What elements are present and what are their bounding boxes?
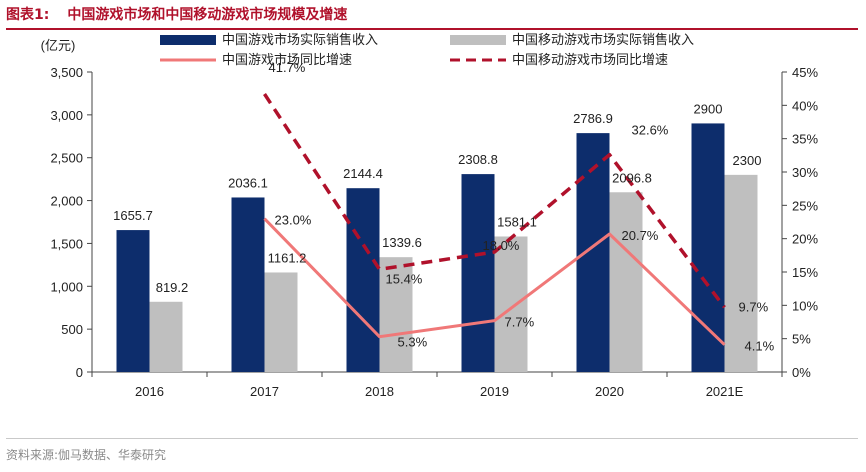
y-tick-label-left: 3,500 xyxy=(50,65,83,80)
bar-value-label: 2036.1 xyxy=(228,175,268,190)
x-tick-label: 2021E xyxy=(706,384,744,399)
bar-value-label: 2308.8 xyxy=(458,152,498,167)
line-value-label: 32.6% xyxy=(632,123,669,138)
bar-value-label: 1161.2 xyxy=(268,250,307,265)
line-value-label: 7.7% xyxy=(505,315,535,330)
y-tick-label-right: 25% xyxy=(792,198,818,213)
legend-label: 中国游戏市场同比增速 xyxy=(222,52,352,67)
y-tick-label-right: 20% xyxy=(792,232,818,247)
bar-value-label: 2144.4 xyxy=(343,166,383,181)
y-tick-label-right: 0% xyxy=(792,365,811,380)
x-tick-label: 2016 xyxy=(135,384,164,399)
y-tick-label-right: 5% xyxy=(792,332,811,347)
series-line-mobile-growth xyxy=(263,93,726,309)
bar xyxy=(724,174,758,372)
figure-title-text: 中国游戏市场和中国移动游戏市场规模及增速 xyxy=(67,7,348,23)
source-note: 资料来源:伽马数据、华泰研究 xyxy=(6,448,167,462)
y-tick-label-right: 45% xyxy=(792,65,818,80)
line-value-label: 4.1% xyxy=(745,339,775,354)
y-axis-unit-label: (亿元) xyxy=(41,38,76,53)
bar-value-label: 2096.8 xyxy=(612,170,652,185)
bar xyxy=(461,174,495,372)
line-value-label: 20.7% xyxy=(622,228,659,243)
market-chart: 0 500 1,000 1,500 2,000 2,500 3,000 3,500 0% 5% 10… xyxy=(41,32,819,399)
y-tick-label-right: 15% xyxy=(792,265,818,280)
bar-value-label: 1655.7 xyxy=(113,208,153,223)
legend-label: 中国移动游戏市场实际销售收入 xyxy=(512,32,694,47)
bar xyxy=(116,230,150,372)
bar xyxy=(576,133,610,372)
bar xyxy=(346,188,380,372)
bar xyxy=(264,272,298,372)
y-tick-label-right: 30% xyxy=(792,165,818,180)
legend-label: 中国移动游戏市场同比增速 xyxy=(512,52,668,67)
bar xyxy=(609,192,643,372)
line-value-label: 9.7% xyxy=(739,299,769,314)
bar-value-label: 2300 xyxy=(733,153,762,168)
line-value-label: 18.0% xyxy=(483,238,520,253)
title-rule xyxy=(6,28,858,30)
bar xyxy=(691,123,725,372)
bar xyxy=(379,257,413,372)
y-tick-label-left: 1,500 xyxy=(50,236,83,251)
x-tick-label: 2019 xyxy=(480,384,509,399)
y-tick-label-right: 40% xyxy=(792,98,818,113)
x-tick-label: 2017 xyxy=(250,384,279,399)
bar xyxy=(149,301,183,372)
line-value-label: 41.7% xyxy=(269,60,306,75)
y-tick-label-left: 2,000 xyxy=(50,194,83,209)
y-tick-label-left: 0 xyxy=(76,365,83,380)
figure-title: 图表1: 中国游戏市场和中国移动游戏市场规模及增速 xyxy=(6,4,347,24)
y-tick-label-right: 10% xyxy=(792,298,818,313)
bar xyxy=(494,236,528,372)
legend-swatch xyxy=(450,35,506,45)
x-tick-label: 2020 xyxy=(595,384,624,399)
legend-label: 中国游戏市场实际销售收入 xyxy=(222,32,378,47)
bar-value-label: 2900 xyxy=(694,101,723,116)
y-tick-label-left: 3,000 xyxy=(50,108,83,123)
bar xyxy=(231,197,265,372)
y-tick-label-right: 35% xyxy=(792,132,818,147)
source-rule xyxy=(6,438,858,439)
figure-label: 图表1: xyxy=(6,7,50,23)
bar-value-label: 1339.6 xyxy=(382,235,422,250)
x-tick-label: 2018 xyxy=(365,384,394,399)
bar-value-label: 2786.9 xyxy=(573,111,613,126)
legend-swatch xyxy=(160,35,216,45)
bar-value-label: 819.2 xyxy=(156,280,189,295)
line-value-label: 23.0% xyxy=(275,213,312,228)
y-tick-label-left: 1,000 xyxy=(50,279,83,294)
bar-value-label: 1581.1 xyxy=(497,214,537,229)
y-tick-label-left: 500 xyxy=(61,322,83,337)
series-line-game-growth xyxy=(263,217,726,346)
line-value-label: 5.3% xyxy=(398,335,428,350)
y-tick-label-left: 2,500 xyxy=(50,151,83,166)
line-value-label: 15.4% xyxy=(386,271,423,286)
